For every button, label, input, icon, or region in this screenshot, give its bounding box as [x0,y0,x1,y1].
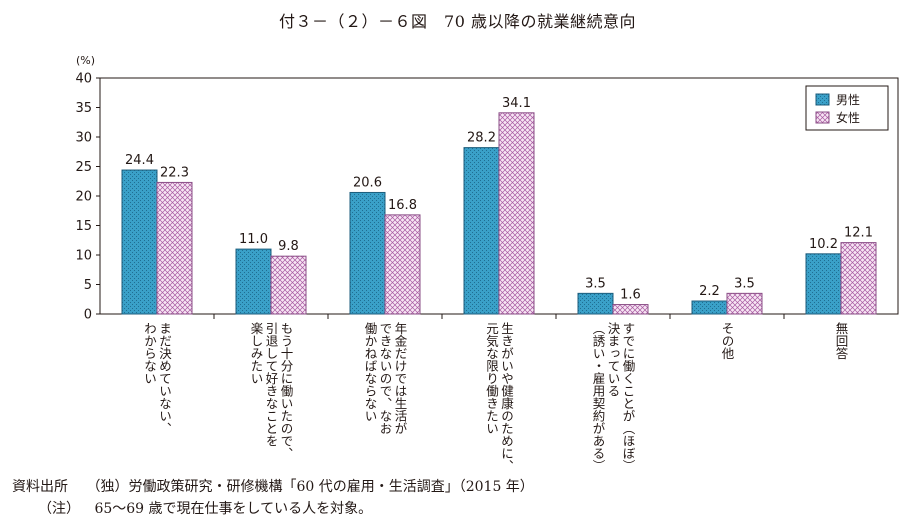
data-label: 28.2 [467,131,496,146]
chart-category-labels: まだ決めていない、わからない もう十分に働いたので、引退して好きなことを楽しみたい… [142,321,849,472]
data-label: 10.2 [809,237,838,252]
data-label: 24.4 [125,153,154,168]
data-label: 12.1 [844,226,873,241]
data-label: 20.6 [353,175,382,190]
chart-notes: 資料出所 （独）労働政策研究・研修機構「60 代の雇用・生活調査」（2015 年… [12,476,534,520]
category-label: 無回答 [834,321,849,360]
data-label: 34.1 [502,96,531,111]
data-label: 3.5 [585,276,606,291]
bar [384,214,421,315]
data-label: 16.8 [388,198,417,213]
data-label: 2.2 [699,284,720,299]
data-label: 1.6 [620,288,641,303]
bar [726,292,763,315]
chart-data-labels: 24.4 22.3 11.0 9.8 20.6 16.8 28.2 34.1 3.5 1.6 2.2… [125,96,873,303]
category-label: すでに働くことが（ほぼ） [621,322,636,472]
bar [612,304,649,315]
bar-chart: (%) 0 5 10 15 20 25 30 35 40 24.4 22.3 11.0 9.8 20.6 1… [75,54,899,472]
data-label: 3.5 [734,276,755,291]
category-label: できないので、なお [378,322,393,435]
bar [235,248,272,315]
chart-bars [121,112,877,315]
category-label: わからない [142,322,157,385]
y-tick-label: 40 [75,72,92,87]
y-unit-label: (%) [76,54,95,67]
data-label: 11.0 [239,232,268,247]
footnote-label: （注） [38,501,80,517]
data-label: 9.8 [278,239,299,254]
category-label: 年金だけでは生活が [393,322,408,435]
y-tick-label: 5 [84,278,92,293]
category-label: もう十分に働いたので、 [279,322,294,460]
bar [805,253,842,315]
bar [691,300,728,315]
bar [156,181,193,315]
y-tick-label: 15 [75,219,92,234]
y-tick-label: 35 [75,101,92,116]
bar [349,191,386,315]
bar [270,255,307,315]
source-label: 資料出所 [12,479,68,495]
category-label: 元気な限り働きたい [484,322,499,435]
bar [498,112,535,315]
data-label: 22.3 [160,165,189,180]
chart-axes: (%) 0 5 10 15 20 25 30 35 40 [75,54,899,323]
footnote: （注） 65～69 歳で現在仕事をしている人を対象。 [12,498,534,520]
category-label: まだ決めていない、 [157,322,172,435]
y-tick-label: 10 [75,249,92,264]
bar [840,242,877,315]
bar [577,292,614,315]
legend-label: 女性 [836,110,860,125]
y-tick-label: 0 [84,308,92,323]
category-label: 働かねばならない [363,322,378,422]
category-label: 決まっている [606,322,621,397]
legend-swatch [815,93,830,106]
chart-title: 付３－（２）－６図 70 歳以降の就業継続意向 [279,12,636,31]
y-tick-label: 20 [75,190,92,205]
category-label: （誘い・雇用契約がある） [591,322,606,472]
legend-label: 男性 [836,93,860,107]
bar [121,169,158,315]
source-note: 資料出所 （独）労働政策研究・研修機構「60 代の雇用・生活調査」（2015 年… [12,476,534,498]
category-label: その他 [720,322,735,360]
category-label: 生きがいや健康のために、 [499,322,514,472]
category-label: 引退して好きなことを [264,322,279,447]
legend-swatch [815,111,830,124]
y-tick-label: 30 [75,131,92,146]
bar [463,147,500,315]
footnote-text: 65～69 歳で現在仕事をしている人を対象。 [94,501,373,517]
source-text: （独）労働政策研究・研修機構「60 代の雇用・生活調査」（2015 年） [86,479,534,495]
category-label: 楽しみたい [249,321,264,385]
y-tick-label: 25 [75,160,92,175]
